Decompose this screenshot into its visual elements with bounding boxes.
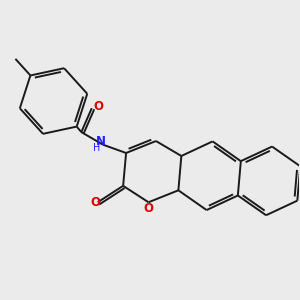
Text: O: O (93, 100, 103, 113)
Text: O: O (90, 196, 100, 209)
Text: O: O (143, 202, 153, 215)
Text: H: H (93, 142, 100, 153)
Text: N: N (96, 134, 106, 148)
